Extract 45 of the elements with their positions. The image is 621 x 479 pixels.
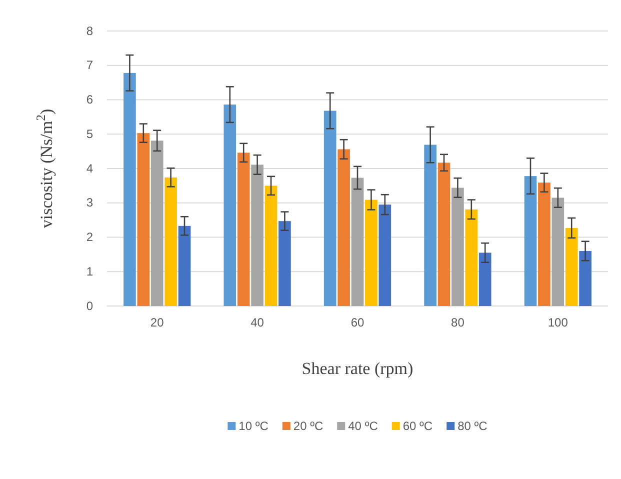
bar bbox=[251, 164, 264, 306]
bar bbox=[164, 177, 177, 306]
y-tick-label: 5 bbox=[86, 126, 94, 141]
bar bbox=[124, 72, 136, 306]
bar bbox=[378, 204, 392, 306]
bar bbox=[452, 188, 464, 306]
bar bbox=[278, 221, 291, 306]
y-tick-label: 6 bbox=[86, 92, 94, 107]
y-tick-label: 7 bbox=[86, 58, 94, 72]
x-tick-label: 40 bbox=[250, 316, 264, 330]
bar bbox=[552, 198, 564, 306]
bar bbox=[338, 149, 350, 306]
bar bbox=[424, 144, 436, 306]
y-tick-label: 1 bbox=[86, 264, 94, 278]
bar bbox=[365, 200, 378, 306]
bar bbox=[524, 176, 537, 306]
bar bbox=[465, 209, 478, 306]
x-tick-label: 100 bbox=[548, 316, 568, 330]
bar bbox=[224, 104, 236, 306]
bar bbox=[137, 133, 150, 306]
legend-label: 20 ºC bbox=[293, 419, 324, 433]
bar bbox=[579, 251, 592, 306]
x-tick-label: 20 bbox=[150, 316, 164, 330]
legend-label: 10 ºC bbox=[238, 419, 269, 433]
legend-label: 40 ºC bbox=[348, 419, 378, 433]
bar bbox=[351, 178, 364, 306]
legend-label: 60 ºC bbox=[402, 419, 433, 433]
bar bbox=[237, 152, 250, 306]
bar bbox=[324, 110, 336, 306]
y-tick-label: 2 bbox=[86, 230, 94, 244]
y-tick-label: 4 bbox=[86, 161, 94, 176]
bar bbox=[150, 140, 164, 306]
legend-label: 80 ºC bbox=[458, 419, 488, 433]
y-tick-label: 3 bbox=[86, 196, 94, 210]
y-tick-label: 8 bbox=[86, 24, 94, 38]
bar bbox=[178, 226, 191, 306]
x-tick-label: 60 bbox=[350, 316, 364, 330]
y-tick-label: 0 bbox=[86, 298, 94, 313]
bar bbox=[565, 228, 578, 306]
x-tick-label: 80 bbox=[451, 316, 465, 330]
bar bbox=[438, 162, 450, 306]
bar bbox=[478, 252, 492, 306]
bar bbox=[538, 182, 550, 306]
x-axis-title: Shear rate (rpm) bbox=[302, 359, 414, 378]
bar bbox=[264, 186, 278, 306]
